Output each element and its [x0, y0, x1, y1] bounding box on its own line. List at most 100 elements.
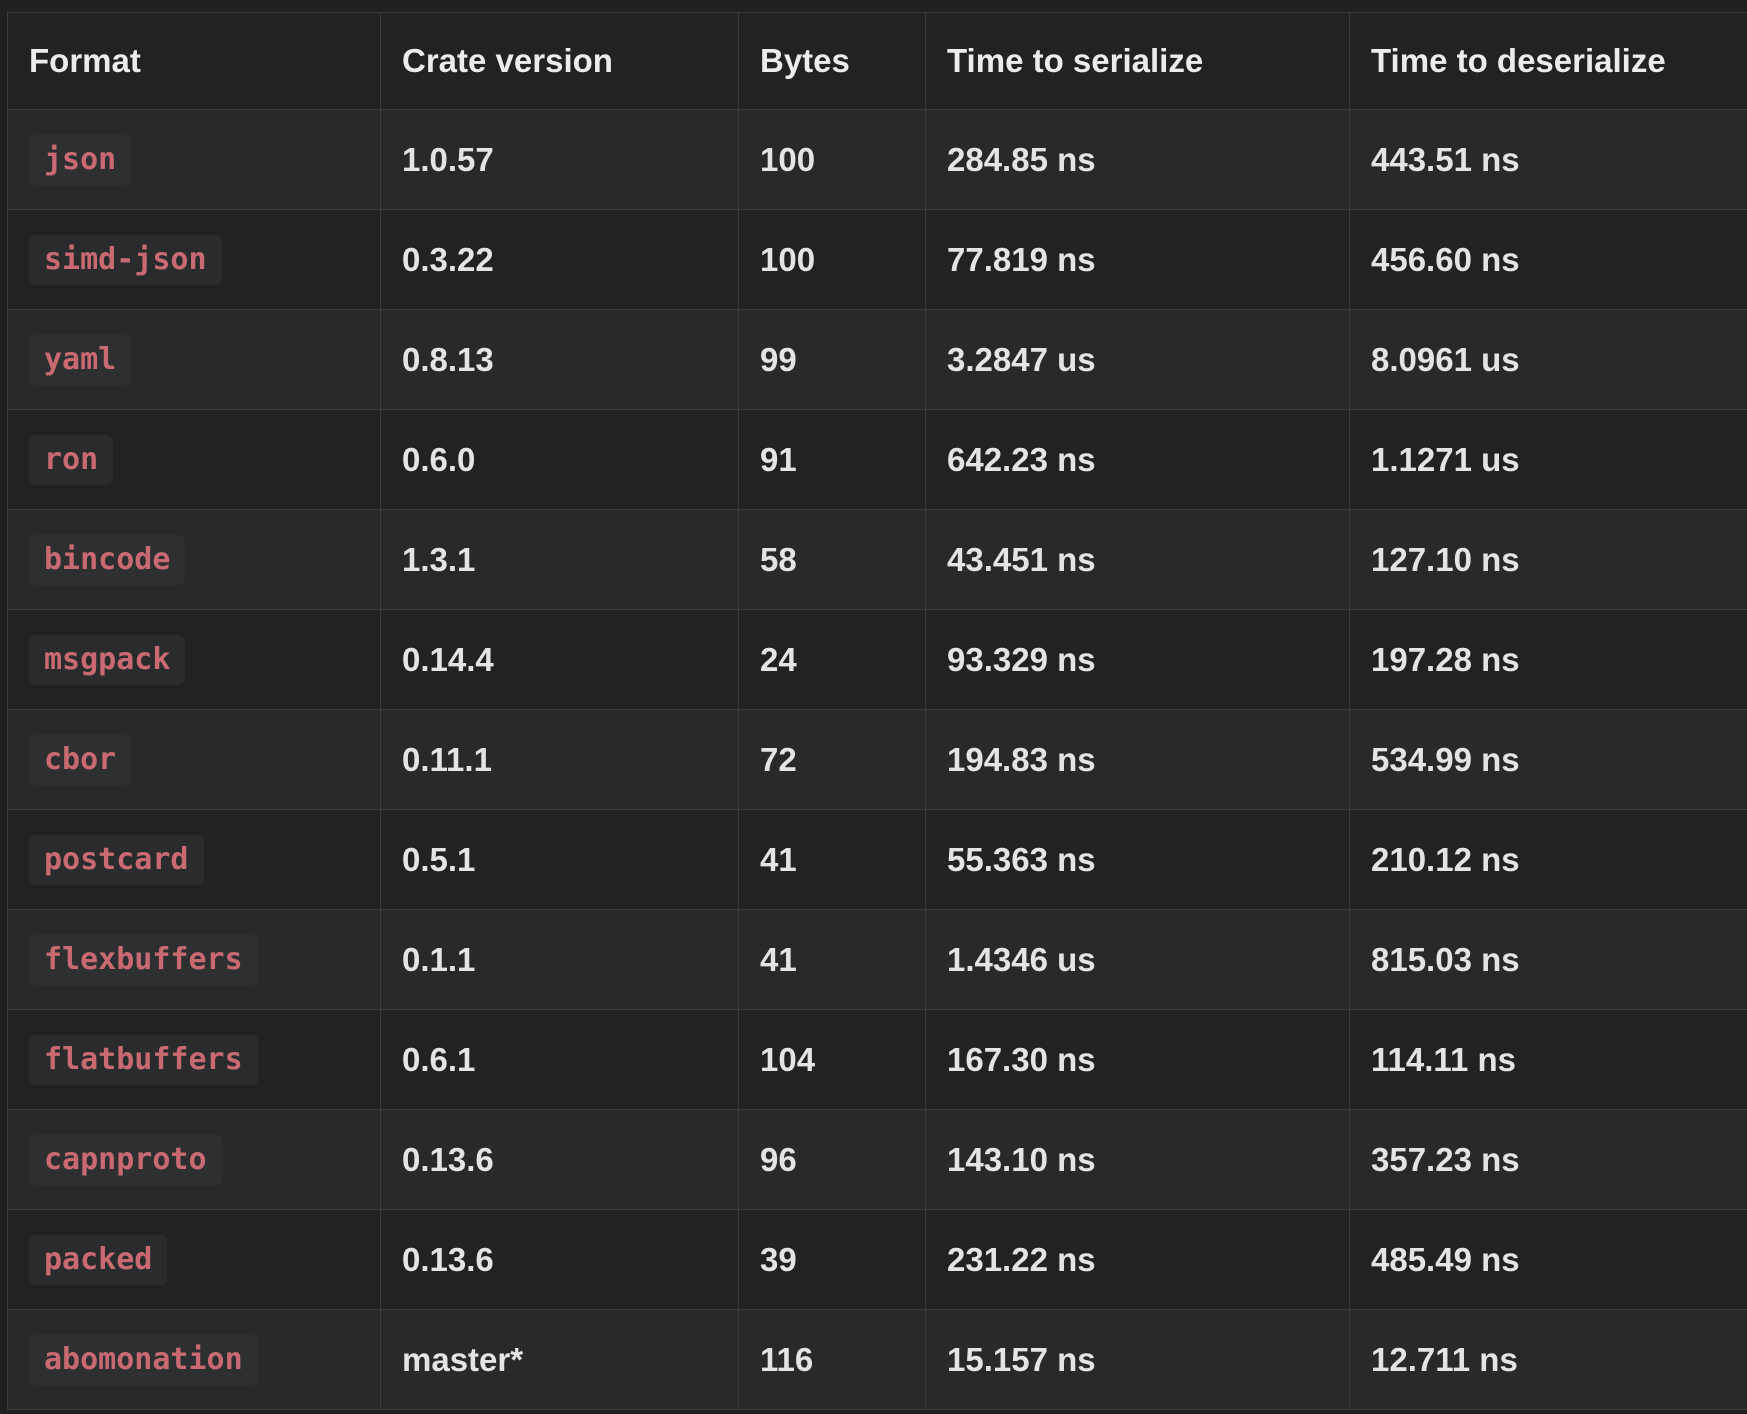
benchmark-table-container: Format Crate version Bytes Time to seria…: [7, 12, 1747, 1410]
cell-bytes: 99: [738, 309, 926, 410]
cell-time-to-deserialize: 114.11 ns: [1349, 1009, 1747, 1110]
cell-format: bincode: [7, 509, 381, 610]
cell-time-to-serialize: 194.83 ns: [925, 709, 1350, 810]
cell-time-to-serialize: 77.819 ns: [925, 209, 1350, 310]
cell-bytes: 116: [738, 1309, 926, 1410]
format-code: postcard: [29, 834, 204, 885]
cell-crate-version: 1.3.1: [380, 509, 739, 610]
table-row: flexbuffers 0.1.1 41 1.4346 us 815.03 ns: [7, 909, 1747, 1010]
cell-crate-version: 0.1.1: [380, 909, 739, 1010]
format-code: flexbuffers: [29, 934, 258, 985]
cell-bytes: 24: [738, 609, 926, 710]
cell-bytes: 39: [738, 1209, 926, 1310]
table-header: Format Crate version Bytes Time to seria…: [7, 12, 1747, 110]
format-code: cbor: [29, 734, 132, 785]
table-body: json 1.0.57 100 284.85 ns 443.51 ns simd-json…: [7, 109, 1747, 1410]
cell-format: abomonation: [7, 1309, 381, 1410]
cell-bytes: 96: [738, 1109, 926, 1210]
table-row: bincode 1.3.1 58 43.451 ns 127.10 ns: [7, 509, 1747, 610]
cell-time-to-serialize: 642.23 ns: [925, 409, 1350, 510]
cell-bytes: 58: [738, 509, 926, 610]
cell-time-to-deserialize: 210.12 ns: [1349, 809, 1747, 910]
cell-time-to-serialize: 167.30 ns: [925, 1009, 1350, 1110]
table-row: json 1.0.57 100 284.85 ns 443.51 ns: [7, 109, 1747, 210]
cell-format: flatbuffers: [7, 1009, 381, 1110]
cell-bytes: 100: [738, 109, 926, 210]
cell-time-to-deserialize: 485.49 ns: [1349, 1209, 1747, 1310]
format-code: json: [29, 134, 132, 185]
cell-format: yaml: [7, 309, 381, 410]
cell-format: capnproto: [7, 1109, 381, 1210]
cell-format: packed: [7, 1209, 381, 1310]
format-code: packed: [29, 1234, 168, 1285]
cell-format: msgpack: [7, 609, 381, 710]
header-time-to-serialize: Time to serialize: [925, 12, 1350, 110]
cell-time-to-deserialize: 534.99 ns: [1349, 709, 1747, 810]
cell-time-to-serialize: 143.10 ns: [925, 1109, 1350, 1210]
header-bytes: Bytes: [738, 12, 926, 110]
cell-time-to-serialize: 231.22 ns: [925, 1209, 1350, 1310]
cell-time-to-serialize: 1.4346 us: [925, 909, 1350, 1010]
cell-time-to-serialize: 284.85 ns: [925, 109, 1350, 210]
cell-format: simd-json: [7, 209, 381, 310]
cell-format: postcard: [7, 809, 381, 910]
format-code: yaml: [29, 334, 132, 385]
header-crate-version: Crate version: [380, 12, 739, 110]
cell-bytes: 41: [738, 909, 926, 1010]
cell-crate-version: 0.11.1: [380, 709, 739, 810]
cell-time-to-deserialize: 1.1271 us: [1349, 409, 1747, 510]
header-format: Format: [7, 12, 381, 110]
format-code: abomonation: [29, 1334, 258, 1385]
format-code: simd-json: [29, 234, 222, 285]
cell-bytes: 100: [738, 209, 926, 310]
cell-time-to-deserialize: 8.0961 us: [1349, 309, 1747, 410]
table-row: cbor 0.11.1 72 194.83 ns 534.99 ns: [7, 709, 1747, 810]
cell-time-to-deserialize: 12.711 ns: [1349, 1309, 1747, 1410]
cell-time-to-deserialize: 456.60 ns: [1349, 209, 1747, 310]
cell-bytes: 91: [738, 409, 926, 510]
cell-crate-version: 0.6.1: [380, 1009, 739, 1110]
format-code: ron: [29, 434, 114, 485]
table-row: yaml 0.8.13 99 3.2847 us 8.0961 us: [7, 309, 1747, 410]
format-code: bincode: [29, 534, 186, 585]
cell-format: json: [7, 109, 381, 210]
table-row: msgpack 0.14.4 24 93.329 ns 197.28 ns: [7, 609, 1747, 710]
cell-time-to-deserialize: 197.28 ns: [1349, 609, 1747, 710]
format-code: msgpack: [29, 634, 186, 685]
format-code: capnproto: [29, 1134, 222, 1185]
cell-crate-version: 0.6.0: [380, 409, 739, 510]
table-row: capnproto 0.13.6 96 143.10 ns 357.23 ns: [7, 1109, 1747, 1210]
header-row: Format Crate version Bytes Time to seria…: [7, 12, 1747, 110]
cell-time-to-deserialize: 127.10 ns: [1349, 509, 1747, 610]
cell-format: ron: [7, 409, 381, 510]
benchmark-table: Format Crate version Bytes Time to seria…: [7, 12, 1747, 1410]
cell-bytes: 72: [738, 709, 926, 810]
table-row: abomonation master* 116 15.157 ns 12.711 ns: [7, 1309, 1747, 1410]
cell-crate-version: 0.3.22: [380, 209, 739, 310]
table-row: simd-json 0.3.22 100 77.819 ns 456.60 ns: [7, 209, 1747, 310]
table-row: ron 0.6.0 91 642.23 ns 1.1271 us: [7, 409, 1747, 510]
cell-format: cbor: [7, 709, 381, 810]
cell-crate-version: 0.13.6: [380, 1109, 739, 1210]
cell-time-to-deserialize: 443.51 ns: [1349, 109, 1747, 210]
cell-crate-version: 0.5.1: [380, 809, 739, 910]
cell-bytes: 104: [738, 1009, 926, 1110]
cell-time-to-serialize: 93.329 ns: [925, 609, 1350, 710]
cell-crate-version: 0.8.13: [380, 309, 739, 410]
cell-time-to-deserialize: 357.23 ns: [1349, 1109, 1747, 1210]
table-row: flatbuffers 0.6.1 104 167.30 ns 114.11 ns: [7, 1009, 1747, 1110]
cell-format: flexbuffers: [7, 909, 381, 1010]
table-row: packed 0.13.6 39 231.22 ns 485.49 ns: [7, 1209, 1747, 1310]
cell-time-to-serialize: 15.157 ns: [925, 1309, 1350, 1410]
cell-time-to-deserialize: 815.03 ns: [1349, 909, 1747, 1010]
header-time-to-deserialize: Time to deserialize: [1349, 12, 1747, 110]
cell-crate-version: master*: [380, 1309, 739, 1410]
cell-time-to-serialize: 55.363 ns: [925, 809, 1350, 910]
table-row: postcard 0.5.1 41 55.363 ns 210.12 ns: [7, 809, 1747, 910]
cell-crate-version: 1.0.57: [380, 109, 739, 210]
cell-time-to-serialize: 43.451 ns: [925, 509, 1350, 610]
cell-crate-version: 0.14.4: [380, 609, 739, 710]
format-code: flatbuffers: [29, 1034, 258, 1085]
cell-bytes: 41: [738, 809, 926, 910]
cell-crate-version: 0.13.6: [380, 1209, 739, 1310]
